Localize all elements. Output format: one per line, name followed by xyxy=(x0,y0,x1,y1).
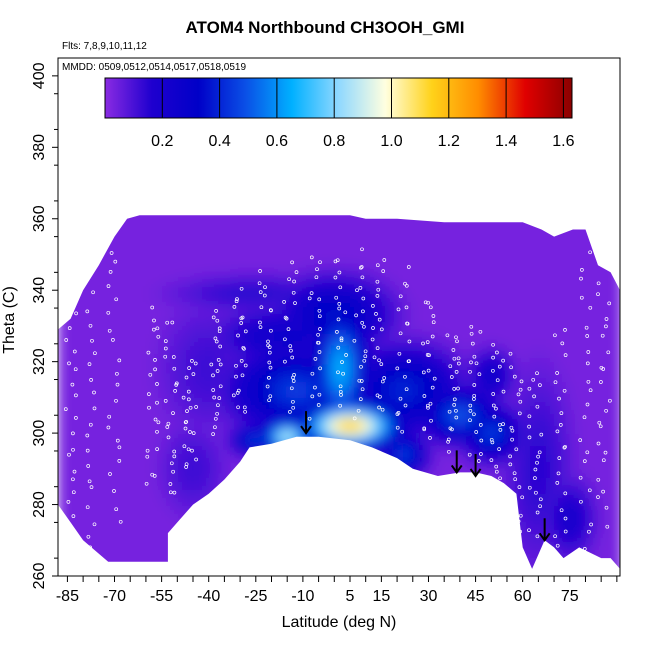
x-tick-label-2: -55 xyxy=(150,588,173,605)
colorbar-tick-label-3: 0.8 xyxy=(323,133,345,150)
arrow-marker-3 xyxy=(538,518,551,542)
y-tick-label-6: 380 xyxy=(31,134,48,161)
x-axis: -85 -70 -55 -40 -25 -10 5 15 30 45 60 75 xyxy=(56,576,618,605)
arrow-markers xyxy=(300,411,551,542)
x-tick-label-8: 30 xyxy=(420,588,438,605)
colorbar-tick-label-0: 0.2 xyxy=(151,133,173,150)
colorbar-tick-label-6: 1.4 xyxy=(495,133,517,150)
plot-frame xyxy=(57,57,621,577)
x-tick-label-10: 60 xyxy=(514,588,532,605)
x-tick-label-5: -10 xyxy=(291,588,314,605)
colorbar-tick-label-4: 1.0 xyxy=(380,133,402,150)
observation-points xyxy=(62,234,612,551)
x-tick-label-9: 45 xyxy=(467,588,485,605)
y-tick-label-3: 320 xyxy=(31,348,48,375)
x-tick-label-6: 5 xyxy=(346,588,355,605)
x-tick-label-11: 75 xyxy=(561,588,579,605)
y-tick-label-7: 400 xyxy=(31,62,48,89)
y-tick-label-2: 300 xyxy=(31,420,48,447)
y-tick-label-1: 280 xyxy=(31,491,48,518)
colorbar-tick-label-5: 1.2 xyxy=(438,133,460,150)
arrow-marker-0 xyxy=(300,411,312,435)
x-tick-label-4: -25 xyxy=(244,588,267,605)
chart-title: ATOM4 Northbound CH3OOH_GMI xyxy=(185,18,465,37)
colorbar-tick-label-7: 1.6 xyxy=(552,133,574,150)
flights-note: Flts: 7,8,9,10,11,12 xyxy=(62,41,147,52)
colorbar-tick-label-2: 0.6 xyxy=(266,133,288,150)
x-axis-label: Latitude (deg N) xyxy=(281,614,397,631)
colorbar-tick-label-1: 0.4 xyxy=(208,133,230,150)
x-tick-label-3: -40 xyxy=(197,588,220,605)
y-tick-label-4: 340 xyxy=(31,277,48,304)
x-tick-label-7: 15 xyxy=(372,588,390,605)
arrow-marker-1 xyxy=(450,450,463,475)
x-tick-label-0: -85 xyxy=(56,588,79,605)
y-tick-label-5: 360 xyxy=(31,205,48,232)
y-axis: 260 280 300 320 340 360 380 400 xyxy=(31,62,58,589)
x-tick-label-1: -70 xyxy=(103,588,126,605)
colorbar-gradient xyxy=(104,77,573,119)
dates-note: MMDD: 0509,0512,0514,0517,0518,0519 xyxy=(62,62,247,73)
y-tick-label-0: 260 xyxy=(31,563,48,590)
colorbar: 0.2 0.4 0.6 0.8 1.0 1.2 1.4 1.6 xyxy=(104,77,575,150)
arrow-marker-2 xyxy=(469,453,482,478)
